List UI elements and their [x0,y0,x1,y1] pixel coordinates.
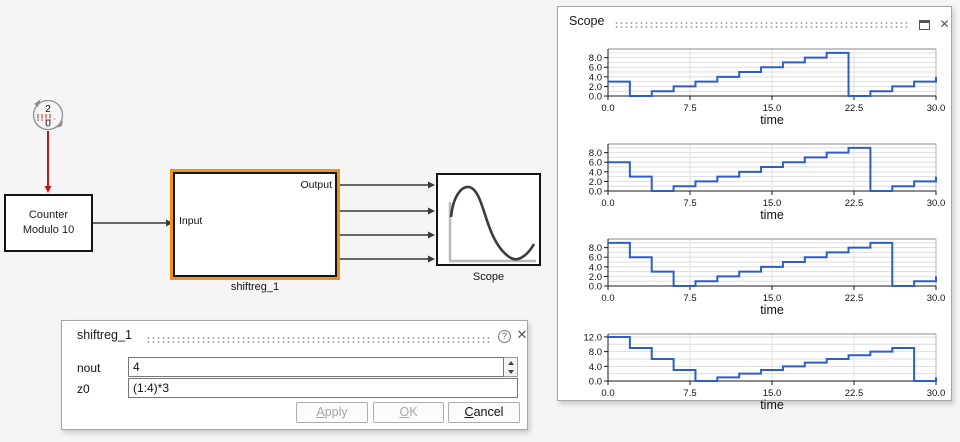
svg-text:0.0: 0.0 [601,388,614,399]
counter-block[interactable]: Counter Modulo 10 [4,194,93,252]
help-icon[interactable]: ? [498,330,511,343]
shiftreg-block[interactable]: Input Output [173,172,337,277]
scope-plot-2: 0.0 2.0 4.0 6.0 8.0 0.0 7.5 15.0 22.5 30.0 time [558,138,953,233]
svg-text:2.0: 2.0 [589,272,602,283]
close-icon[interactable]: ✕ [939,17,950,31]
z0-input[interactable] [128,378,518,398]
svg-text:15.0: 15.0 [763,198,782,209]
clock-block-icon[interactable]: 2 0 [29,95,69,139]
svg-text:2.0: 2.0 [589,177,602,188]
scope-plots: 0.0 2.0 4.0 6.0 8.0 0.0 7.5 15.0 22.5 30.0 time 0.… [558,43,953,412]
svg-text:8.0: 8.0 [589,347,602,358]
svg-text:15.0: 15.0 [763,293,782,304]
svg-text:time: time [760,303,784,317]
scope-plot-svg-4: 0.0 4.0 8.0 12.0 0.0 7.5 15.0 22.5 30.0 time [584,332,946,412]
svg-text:4.0: 4.0 [589,167,602,178]
svg-text:4.0: 4.0 [589,72,602,83]
svg-text:4.0: 4.0 [589,362,602,373]
svg-text:30.0: 30.0 [927,198,946,209]
clock-arrow-top [34,99,41,107]
svg-text:0.0: 0.0 [589,377,602,388]
svg-text:6.0: 6.0 [589,253,602,264]
dialog-title: shiftreg_1 [77,328,132,342]
clock-impulse-ticks [37,114,51,119]
svg-text:time: time [760,208,784,222]
shiftreg-param-dialog: shiftreg_1 ? ✕ nout z0 Apply OK Cancel [61,320,528,430]
spinner-up-icon[interactable] [504,358,517,367]
svg-text:7.5: 7.5 [683,198,696,209]
apply-button[interactable]: Apply [296,402,368,423]
scope-block-name: Scope [472,271,505,283]
clock-init-label: 0 [45,119,51,130]
svg-text:22.5: 22.5 [845,388,864,399]
scope-plot-3: 0.0 2.0 4.0 6.0 8.0 0.0 7.5 15.0 22.5 30.0 time [558,233,953,328]
svg-text:2.0: 2.0 [589,82,602,93]
svg-text:time: time [760,398,784,412]
scope-window: Scope ✕ 0.0 2.0 4.0 6.0 8.0 0.0 7.5 15.0 22.5 30.… [557,6,953,412]
svg-text:30.0: 30.0 [927,103,946,114]
svg-text:7.5: 7.5 [683,103,696,114]
svg-text:6.0: 6.0 [589,158,602,169]
dialog-drag-handle[interactable] [146,335,492,343]
output-port-label: Output [300,179,332,191]
z0-field-label: z0 [77,382,90,396]
scope-window-drag-handle[interactable] [614,20,911,28]
svg-text:15.0: 15.0 [763,103,782,114]
svg-text:0.0: 0.0 [589,187,602,198]
scope-block[interactable] [436,173,541,266]
nout-input[interactable] [128,357,504,377]
scope-window-title: Scope [569,14,605,28]
svg-text:22.5: 22.5 [845,293,864,304]
svg-text:0.0: 0.0 [601,103,614,114]
svg-text:8.0: 8.0 [589,243,602,254]
wire-counter-to-shiftreg [93,219,173,227]
counter-label-line1: Counter [28,209,69,221]
svg-text:30.0: 30.0 [927,293,946,304]
svg-text:0.0: 0.0 [601,198,614,209]
svg-text:0.0: 0.0 [589,282,602,293]
svg-text:8.0: 8.0 [589,148,602,159]
scope-plot-1: 0.0 2.0 4.0 6.0 8.0 0.0 7.5 15.0 22.5 30.0 time [558,43,953,138]
svg-text:8.0: 8.0 [589,53,602,64]
clock-period-label: 2 [45,104,51,115]
nout-field-label: nout [77,361,101,375]
cancel-button[interactable]: Cancel [448,402,520,423]
svg-text:4.0: 4.0 [589,262,602,273]
svg-text:15.0: 15.0 [763,388,782,399]
clock-impulse-dots [37,118,56,121]
svg-text:0.0: 0.0 [589,92,602,103]
svg-text:7.5: 7.5 [683,293,696,304]
svg-text:30.0: 30.0 [927,388,946,399]
spinner-down-icon[interactable] [504,367,517,376]
clock-arrow-bottom [57,120,63,128]
svg-text:22.5: 22.5 [845,198,864,209]
svg-text:22.5: 22.5 [845,103,864,114]
scope-block-icon [448,185,536,263]
wires-shiftreg-to-scope [340,181,435,263]
svg-text:7.5: 7.5 [683,388,696,399]
dialog-close-icon[interactable]: ✕ [516,327,528,342]
svg-text:0.0: 0.0 [601,293,614,304]
input-port-label: Input [179,215,203,227]
clock-activation-link [44,131,52,193]
shiftreg-block-name: shiftreg_1 [230,281,280,293]
ok-button[interactable]: OK [373,402,444,423]
svg-text:time: time [760,113,784,127]
counter-label-line2: Modulo 10 [22,224,75,236]
nout-spinner[interactable] [504,357,518,377]
svg-text:6.0: 6.0 [589,63,602,74]
svg-text:12.0: 12.0 [584,332,603,343]
restore-icon[interactable] [919,20,930,30]
scope-plot-4: 0.0 4.0 8.0 12.0 0.0 7.5 15.0 22.5 30.0 time [558,328,953,423]
